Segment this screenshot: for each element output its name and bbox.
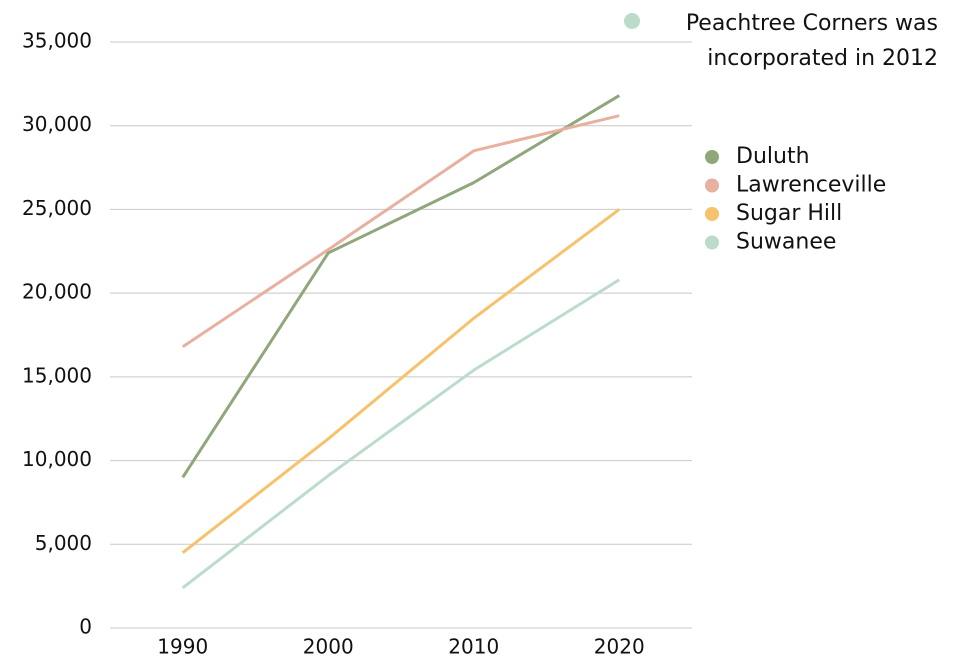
y-tick-label: 10,000	[22, 447, 92, 471]
series-line	[181, 208, 621, 554]
legend-marker	[705, 235, 719, 250]
y-tick-label: 0	[79, 615, 92, 639]
legend-label: Duluth	[736, 144, 810, 169]
y-tick-label: 5,000	[35, 531, 92, 555]
x-tick-label: 1990	[157, 635, 208, 657]
y-tick-label: 15,000	[22, 363, 92, 387]
legend-label: Lawrenceville	[736, 173, 886, 198]
x-tick-label: 2010	[448, 635, 499, 657]
annotation-text: Peachtree Corners was	[686, 11, 938, 36]
legend-label: Sugar Hill	[736, 201, 842, 226]
legend-marker	[705, 178, 719, 193]
y-tick-label: 30,000	[22, 112, 92, 136]
x-tick-label: 2000	[303, 635, 354, 657]
y-tick-label: 35,000	[22, 29, 92, 53]
series-line	[181, 278, 621, 590]
legend-marker	[705, 207, 719, 221]
annotation-text: incorporated in 2012	[707, 46, 938, 71]
x-tick-label: 2020	[594, 635, 645, 657]
legend-label: Suwanee	[736, 230, 836, 255]
series-line	[181, 114, 620, 348]
legend-marker	[705, 150, 719, 164]
y-tick-label: 20,000	[22, 280, 92, 304]
series-line	[181, 94, 621, 479]
annotation-marker	[624, 13, 640, 29]
y-tick-label: 25,000	[22, 196, 92, 220]
